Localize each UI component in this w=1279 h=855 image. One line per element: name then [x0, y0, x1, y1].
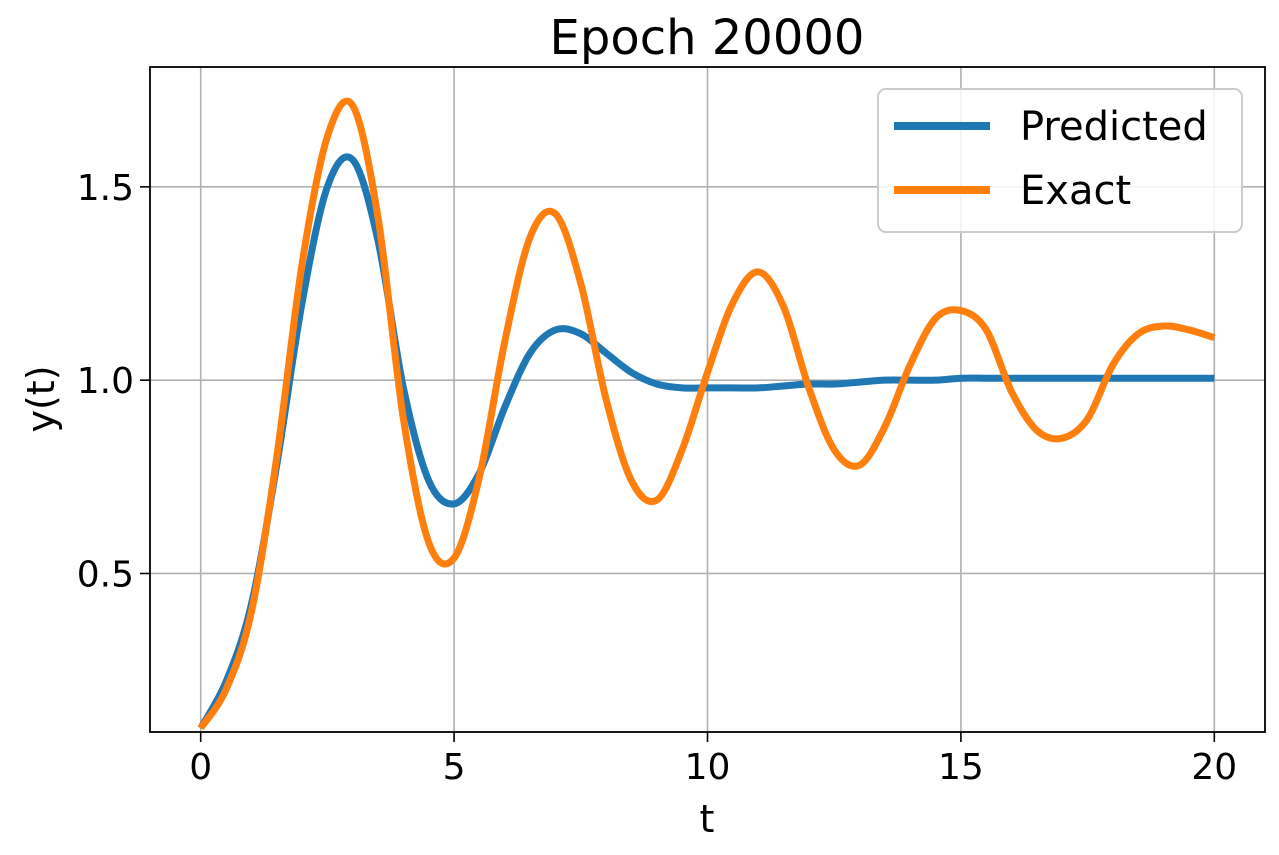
series-line-exact	[197, 97, 1216, 731]
x-tick-label: 5	[443, 747, 466, 788]
x-tick-label: 0	[189, 747, 212, 788]
ticks: 0 5 10 15 20 0.5 1.0 1.5	[77, 168, 1237, 788]
legend: Predicted Exact	[877, 88, 1243, 233]
y-axis-label: y(t)	[19, 365, 63, 432]
y-tick-label: 1.0	[77, 361, 134, 402]
x-axis-label: t	[700, 797, 715, 841]
x-tick-label: 20	[1191, 747, 1237, 788]
y-tick-label: 1.5	[77, 168, 134, 209]
x-tick-label: 10	[685, 747, 731, 788]
y-tick-label: 0.5	[77, 554, 134, 595]
legend-label-predicted: Predicted	[1020, 104, 1208, 150]
legend-label-exact: Exact	[1020, 168, 1131, 214]
series-line-predicted	[197, 153, 1215, 730]
series-layer	[197, 97, 1216, 731]
x-tick-label: 15	[938, 747, 984, 788]
chart-title: Epoch 20000	[550, 10, 865, 66]
